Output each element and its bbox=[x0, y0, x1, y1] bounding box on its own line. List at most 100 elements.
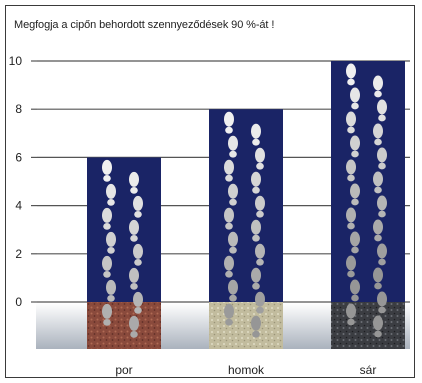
footprint-heel bbox=[378, 258, 386, 266]
footprint-heel bbox=[252, 234, 260, 242]
footprint-heel bbox=[229, 198, 237, 206]
footprint-heel bbox=[351, 294, 359, 302]
footprint-heel bbox=[229, 246, 237, 254]
footprint-heel bbox=[107, 295, 115, 302]
footprint-heel bbox=[103, 175, 111, 182]
footprint-heel bbox=[347, 222, 355, 230]
footprint-sole bbox=[377, 195, 387, 211]
footprint-heel bbox=[103, 223, 111, 230]
footprint-sole bbox=[102, 207, 112, 223]
footprint-sole bbox=[106, 231, 116, 247]
footprint-sole bbox=[350, 135, 360, 151]
footprint-sole bbox=[251, 171, 261, 187]
footprint-sole bbox=[224, 207, 234, 223]
footprint-heel bbox=[256, 258, 264, 266]
footprint-sole bbox=[133, 195, 143, 211]
footprint-heel bbox=[134, 211, 142, 218]
footprint-sole bbox=[373, 75, 383, 91]
footprint-sole bbox=[224, 111, 234, 127]
footprint-sole bbox=[373, 171, 383, 187]
y-tick-label: 4 bbox=[15, 199, 22, 213]
category-label: sár bbox=[360, 363, 377, 377]
footprint-sole bbox=[346, 303, 356, 319]
footprint-heel bbox=[134, 259, 142, 266]
footprint-sole bbox=[346, 159, 356, 175]
footprint-heel bbox=[134, 307, 142, 314]
footprint-sole bbox=[350, 231, 360, 247]
footprint-sole bbox=[129, 219, 139, 235]
footprint-heel bbox=[378, 210, 386, 218]
footprint-heel bbox=[351, 198, 359, 206]
footprint-heel bbox=[378, 162, 386, 170]
bar-sár bbox=[331, 61, 405, 302]
footprint-sole bbox=[346, 255, 356, 271]
footprint-heel bbox=[130, 187, 138, 194]
footprint-sole bbox=[224, 303, 234, 319]
footprint-sole bbox=[373, 219, 383, 235]
footprint-sole bbox=[251, 267, 261, 283]
footprint-heel bbox=[103, 319, 111, 326]
footprint-sole bbox=[228, 135, 238, 151]
footprint-heel bbox=[252, 330, 260, 338]
footprint-sole bbox=[350, 279, 360, 295]
footprint-sole bbox=[373, 123, 383, 139]
footprint-sole bbox=[346, 63, 356, 79]
footprint-sole bbox=[377, 291, 387, 307]
bar-homok bbox=[209, 109, 283, 302]
footprint-sole bbox=[377, 147, 387, 163]
y-tick-label: 0 bbox=[15, 295, 22, 309]
footprint-heel bbox=[374, 282, 382, 290]
footprint-sole bbox=[346, 207, 356, 223]
footprint-heel bbox=[252, 186, 260, 194]
footprint-heel bbox=[229, 150, 237, 158]
y-tick-label: 10 bbox=[9, 54, 23, 68]
footprint-heel bbox=[347, 318, 355, 326]
footprint-heel bbox=[256, 306, 264, 314]
bar-base-texture bbox=[331, 302, 405, 349]
footprint-sole bbox=[102, 255, 112, 271]
y-tick-label: 2 bbox=[15, 247, 22, 261]
footprint-heel bbox=[252, 138, 260, 146]
footprint-heel bbox=[351, 102, 359, 110]
footprint-sole bbox=[102, 159, 112, 175]
footprint-heel bbox=[256, 162, 264, 170]
footprint-sole bbox=[228, 183, 238, 199]
footprint-heel bbox=[225, 318, 233, 326]
footprint-sole bbox=[228, 279, 238, 295]
footprint-sole bbox=[346, 111, 356, 127]
bar-por bbox=[87, 157, 161, 302]
footprint-sole bbox=[129, 267, 139, 283]
footprint-sole bbox=[373, 315, 383, 331]
bar-base-texture bbox=[87, 302, 161, 349]
footprint-heel bbox=[130, 331, 138, 338]
footprint-heel bbox=[347, 78, 355, 86]
footprint-sole bbox=[224, 159, 234, 175]
footprint-heel bbox=[347, 270, 355, 278]
footprint-sole bbox=[133, 243, 143, 259]
footprint-sole bbox=[255, 243, 265, 259]
footprint-sole bbox=[373, 267, 383, 283]
category-label: homok bbox=[228, 363, 265, 377]
footprint-sole bbox=[133, 291, 143, 307]
footprint-sole bbox=[350, 87, 360, 103]
chart-title: Megfogja a cipőn behordott szennyeződése… bbox=[14, 19, 275, 31]
footprint-sole bbox=[129, 315, 139, 331]
footprint-sole bbox=[255, 195, 265, 211]
footprint-heel bbox=[225, 270, 233, 278]
footprint-heel bbox=[252, 282, 260, 290]
footprint-sole bbox=[228, 231, 238, 247]
footprint-heel bbox=[225, 174, 233, 182]
footprint-heel bbox=[374, 234, 382, 242]
footprint-sole bbox=[251, 123, 261, 139]
footprint-heel bbox=[225, 222, 233, 230]
footprint-heel bbox=[130, 283, 138, 290]
footprint-sole bbox=[255, 291, 265, 307]
footprint-heel bbox=[225, 126, 233, 134]
footprint-sole bbox=[224, 255, 234, 271]
category-label: por bbox=[115, 363, 132, 377]
y-tick-label: 6 bbox=[15, 150, 22, 164]
footprint-sole bbox=[350, 183, 360, 199]
footprint-heel bbox=[351, 150, 359, 158]
footprint-sole bbox=[251, 219, 261, 235]
